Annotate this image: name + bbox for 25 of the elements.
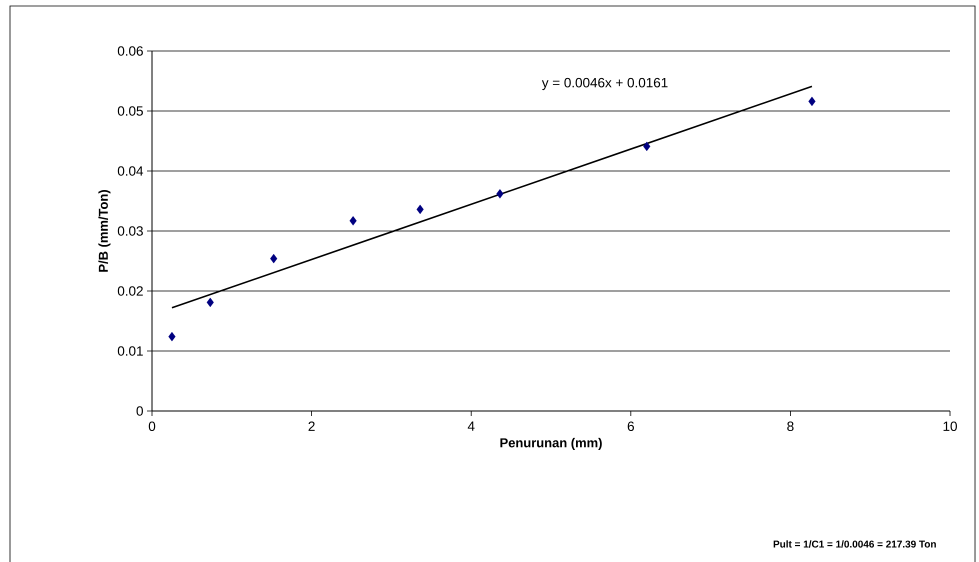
text: Pult = 1/C1 = 1/0.0046 = 217.39 Ton <box>774 540 936 548</box>
point <box>168 332 176 342</box>
point <box>643 142 650 152</box>
annotation: y = 0.0046x + 0.0161 <box>542 78 668 90</box>
y-tick-label: 0.03 <box>118 226 143 236</box>
y-tick-label: 0.01 <box>118 346 143 356</box>
x-tick-label: 8 <box>787 422 794 432</box>
y-tick-label: 0.05 <box>118 106 143 116</box>
point <box>206 298 214 308</box>
point <box>808 96 816 106</box>
x-tick-label: 4 <box>468 422 475 431</box>
y-tick-label: 0.02 <box>118 286 143 296</box>
y-tick-label: 0 <box>136 406 143 416</box>
point <box>350 216 357 226</box>
x-tick-label: 2 <box>308 422 315 431</box>
x-tick-label: 0 <box>148 422 156 432</box>
x-tick-label: 10 <box>944 422 957 432</box>
x-tick-label: 6 <box>628 422 634 432</box>
x-axis-title: Penurunan (mm) <box>500 438 602 450</box>
point <box>416 204 424 214</box>
y-tick-label: 0.06 <box>118 46 143 56</box>
point <box>270 254 278 264</box>
point <box>496 189 504 199</box>
y-tick-label: 0.04 <box>118 166 144 176</box>
y-axis-title: P/B (mm/Ton) <box>98 190 110 272</box>
